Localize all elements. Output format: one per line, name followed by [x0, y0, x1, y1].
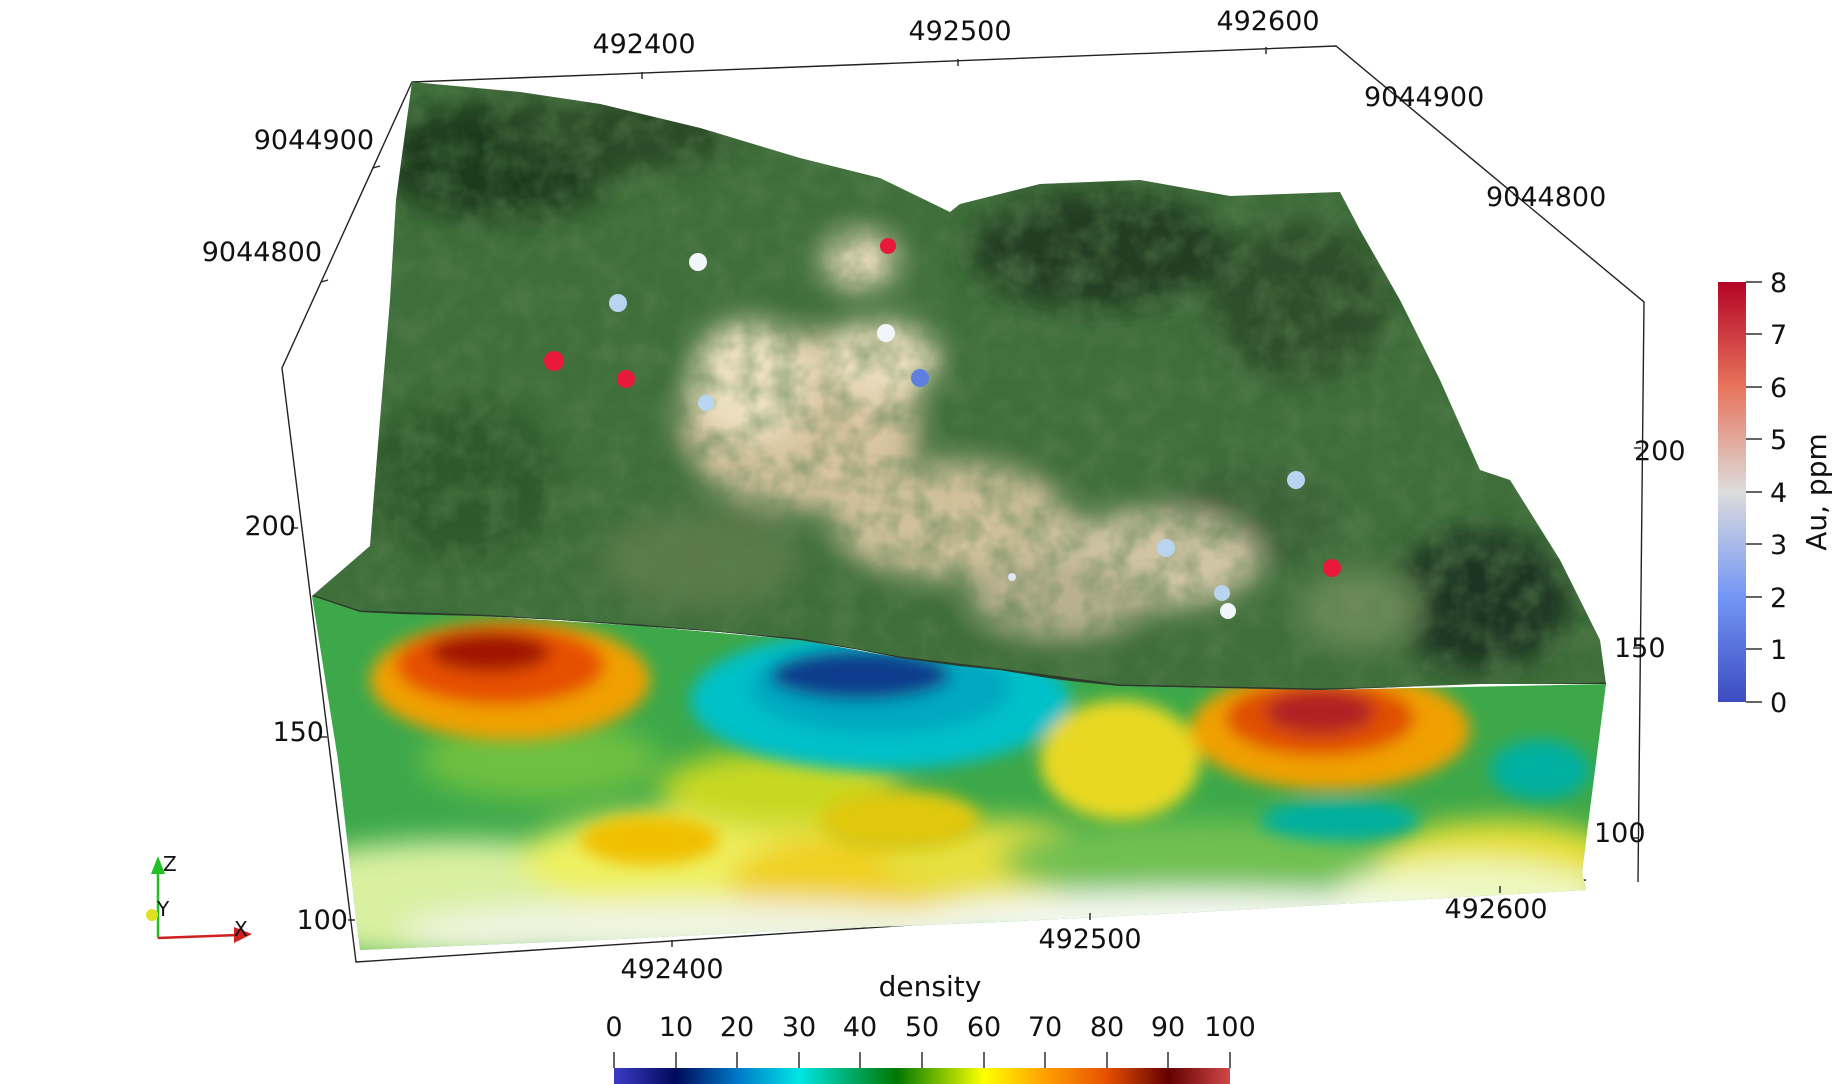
top-x-tick-label: 492600	[1216, 6, 1319, 37]
au-colorbar-label: 6	[1770, 373, 1787, 404]
au-colorbar-label: 5	[1770, 425, 1787, 456]
axis-tick-labels: 492400 492500 492600 9044900 9044800 904…	[202, 6, 1686, 985]
sample-point[interactable]	[544, 351, 564, 371]
terrain-surface	[312, 82, 1606, 690]
right-z-tick-label: 150	[1614, 633, 1666, 664]
right-z-tick-label: 200	[1634, 436, 1686, 467]
top-x-tick-label: 492400	[592, 29, 695, 60]
au-colorbar: 8 7 6 5 4 3 2 1 0 Au, ppm	[1718, 268, 1833, 719]
sample-point[interactable]	[1287, 471, 1305, 489]
density-colorbar-label: 30	[782, 1012, 816, 1043]
z-axis-label: Z	[163, 852, 177, 876]
density-colorbar-label: 80	[1090, 1012, 1124, 1043]
density-colorbar-label: 50	[905, 1012, 939, 1043]
density-colorbar-label: 0	[605, 1012, 622, 1043]
au-sample-points	[544, 238, 1341, 619]
density-colorbar-label: 10	[659, 1012, 693, 1043]
density-colorbar: density 0 10 20 30 40 50 60 70 80 90 100	[605, 970, 1256, 1084]
density-colorbar-label: 70	[1028, 1012, 1062, 1043]
axis-ticks	[291, 47, 1641, 947]
x-axis-arrow	[157, 933, 239, 940]
sample-point[interactable]	[617, 370, 635, 388]
density-colorbar-gradient	[614, 1068, 1230, 1084]
sample-point[interactable]	[609, 294, 627, 312]
z-axis-arrowhead-icon	[151, 856, 165, 874]
bottom-x-tick-label: 492400	[620, 954, 723, 985]
au-colorbar-gradient	[1718, 282, 1746, 702]
sample-point[interactable]	[911, 369, 929, 387]
bottom-x-tick-label: 492600	[1444, 894, 1547, 925]
sample-point[interactable]	[1323, 559, 1341, 577]
au-colorbar-label: 1	[1770, 635, 1787, 666]
density-colorbar-label: 60	[967, 1012, 1001, 1043]
left-y-tick-label: 9044900	[254, 125, 374, 156]
bottom-x-tick-label: 492500	[1038, 924, 1141, 955]
sample-point[interactable]	[1220, 603, 1236, 619]
left-y-tick-label: 9044800	[202, 237, 322, 268]
density-section	[312, 596, 1606, 950]
sample-point[interactable]	[689, 253, 707, 271]
right-z-tick-label: 100	[1594, 818, 1646, 849]
y-axis-label: Y	[156, 897, 170, 921]
sample-point[interactable]	[1008, 573, 1016, 581]
au-colorbar-label: 7	[1770, 320, 1787, 351]
au-colorbar-title: Au, ppm	[1800, 433, 1833, 551]
top-x-tick-label: 492500	[908, 16, 1011, 47]
au-colorbar-label: 2	[1770, 583, 1787, 614]
x-axis-arrowhead-icon	[234, 927, 252, 943]
sample-point[interactable]	[698, 395, 714, 411]
left-z-tick-label: 150	[272, 717, 324, 748]
right-y-tick-label: 9044800	[1486, 182, 1606, 213]
au-colorbar-label: 8	[1770, 268, 1787, 299]
sample-point[interactable]	[877, 324, 895, 342]
density-colorbar-label: 20	[720, 1012, 754, 1043]
au-colorbar-label: 3	[1770, 530, 1787, 561]
y-axis-marker-icon	[146, 909, 158, 921]
x-axis-label: X	[234, 917, 248, 941]
sample-point[interactable]	[1157, 539, 1175, 557]
au-colorbar-label: 4	[1770, 478, 1787, 509]
au-colorbar-ticks	[1746, 281, 1762, 703]
au-colorbar-label: 0	[1770, 688, 1787, 719]
right-y-tick-label: 9044900	[1364, 82, 1484, 113]
density-colorbar-label: 100	[1204, 1012, 1256, 1043]
left-z-tick-label: 100	[296, 905, 348, 936]
density-colorbar-ticks	[613, 1052, 1231, 1068]
orientation-axes-widget[interactable]: Z Y X	[146, 852, 252, 943]
density-colorbar-label: 40	[843, 1012, 877, 1043]
sample-point[interactable]	[880, 238, 896, 254]
density-colorbar-label: 90	[1151, 1012, 1185, 1043]
left-z-tick-label: 200	[244, 511, 296, 542]
sample-point[interactable]	[1214, 585, 1230, 601]
density-colorbar-title: density	[879, 970, 982, 1003]
